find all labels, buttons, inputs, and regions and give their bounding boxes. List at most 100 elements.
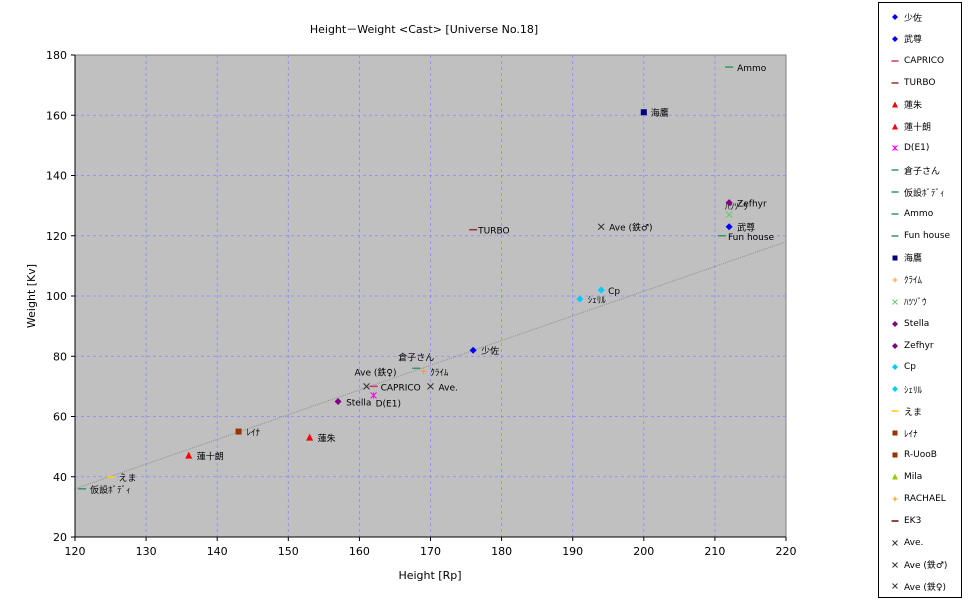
grid-lines [75, 55, 786, 537]
data-point-marker [892, 145, 898, 152]
data-point-marker [892, 583, 898, 590]
legend-entry: 仮設ﾎﾞﾃﾞｨ [891, 183, 945, 201]
legend-label: ｸﾗｲﾑ [904, 276, 923, 287]
data-point-label: Cp [608, 287, 620, 297]
y-tick-label: 180 [46, 49, 67, 62]
data-point-marker [892, 561, 898, 568]
legend-label: Ammo [904, 209, 934, 220]
legend-entry: CAPRICO [891, 52, 944, 70]
legend-entry: Ave. [891, 534, 923, 552]
data-point-label: Ammo [737, 64, 767, 74]
legend-label: ﾊﾂｿﾞｳ [904, 298, 927, 309]
data-point-marker [597, 223, 605, 231]
data-point-marker [597, 286, 605, 294]
data-point-marker [363, 383, 370, 390]
legend-entry: ｸﾗｲﾑ [891, 271, 922, 289]
legend-marker-icon [891, 78, 901, 88]
data-point-marker [892, 35, 898, 42]
x-axis-label: Height [Rp] [398, 569, 461, 582]
legend-entry: 少佐 [891, 8, 922, 26]
legend-marker-icon [891, 319, 901, 329]
data-point-marker [469, 346, 477, 354]
legend-label: 海鷹 [904, 254, 923, 265]
legend-entry: Mila [891, 468, 922, 486]
legend-label: Mila [904, 471, 923, 482]
legend-marker-icon [891, 209, 901, 219]
data-point-marker [892, 277, 898, 283]
legend-marker-icon [891, 165, 901, 175]
y-tick-label: 60 [53, 411, 67, 424]
data-point-marker [892, 430, 898, 436]
legend-label: ｼｪﾘﾙ [904, 385, 923, 396]
y-tick-label: 40 [53, 471, 67, 484]
x-tick-label: 210 [704, 545, 725, 558]
legend-marker-icon [891, 428, 901, 438]
legend-marker-icon [891, 406, 901, 416]
x-tick-label: 220 [776, 545, 797, 558]
legend-label: Fun house [904, 231, 951, 241]
legend-entry: Ave (鉄♂) [891, 556, 947, 574]
legend-marker-icon [891, 275, 901, 285]
y-tick-label: 80 [53, 350, 67, 363]
data-point-marker [334, 397, 342, 405]
legend-entry: RACHAEL [891, 490, 946, 508]
legend-marker-icon [891, 143, 901, 153]
data-point-label: ｼｪﾘﾙ [588, 296, 607, 306]
trendline-path [74, 241, 787, 490]
legend-label: Ave (鉄♀) [904, 582, 946, 593]
data-point-marker [892, 255, 898, 261]
y-tick-label: 100 [46, 290, 67, 303]
data-point-marker [576, 295, 584, 303]
data-point-label: Ave (鉄♀) [355, 366, 397, 378]
data-point-label: ｸﾗｲﾑ [430, 367, 449, 378]
data-point-marker [427, 383, 434, 390]
legend-entry: Cp [891, 358, 916, 376]
data-point-marker [892, 496, 898, 502]
legend-entry: R-UooB [891, 446, 937, 464]
data-point-label: CAPRICO [381, 383, 421, 393]
data-point-marker [235, 428, 242, 435]
x-tick-label: 180 [491, 545, 512, 558]
legend-marker-icon [891, 581, 901, 591]
legend-entry: Zefhyr [891, 337, 934, 355]
x-tick-label: 170 [420, 545, 441, 558]
legend-entry: 倉子さん [891, 161, 940, 179]
legend-marker-icon [891, 560, 901, 570]
data-point-marker [306, 433, 314, 441]
legend-marker-icon [891, 341, 901, 351]
data-point-marker [892, 452, 898, 458]
data-point-label: Stella [346, 398, 371, 408]
legend-label: 蓮朱 [904, 101, 923, 112]
legend-entry: 蓮朱 [891, 96, 922, 114]
x-tick-label: 130 [136, 545, 157, 558]
legend-marker-icon [891, 450, 901, 460]
legend-entry: 武尊 [891, 30, 922, 48]
legend-marker-icon [891, 384, 901, 394]
legend-label: Cp [904, 362, 916, 373]
data-point-marker [892, 123, 898, 129]
x-tick-label: 200 [633, 545, 654, 558]
data-point-marker [185, 451, 193, 459]
legend-entry: Ammo [891, 205, 933, 223]
legend-label: 武尊 [904, 35, 923, 46]
legend-marker-icon [891, 253, 901, 263]
chart-title: Height－Weight <Cast> [Universe No.18] [310, 23, 538, 36]
legend-marker-icon [891, 56, 901, 66]
data-point-label: Ave. [439, 383, 458, 393]
legend-label: えま [904, 407, 923, 418]
legend-label: R-UooB [904, 450, 937, 460]
legend-label: 倉子さん [904, 166, 941, 177]
data-point-label: ﾊﾂｿﾞｳ [725, 202, 748, 213]
data-point-marker [370, 392, 377, 399]
legend-entry: 蓮十朗 [891, 118, 931, 136]
data-point-marker [640, 109, 647, 116]
data-point-label: Fun house [728, 233, 775, 243]
data-point-label: ﾚｲﾅ [247, 428, 261, 439]
legend-label: 少佐 [904, 13, 923, 24]
data-point-label: 武尊 [737, 222, 755, 234]
data-point-marker [725, 211, 733, 219]
legend-marker-icon [891, 187, 901, 197]
legend-entry: EK3 [891, 512, 921, 530]
